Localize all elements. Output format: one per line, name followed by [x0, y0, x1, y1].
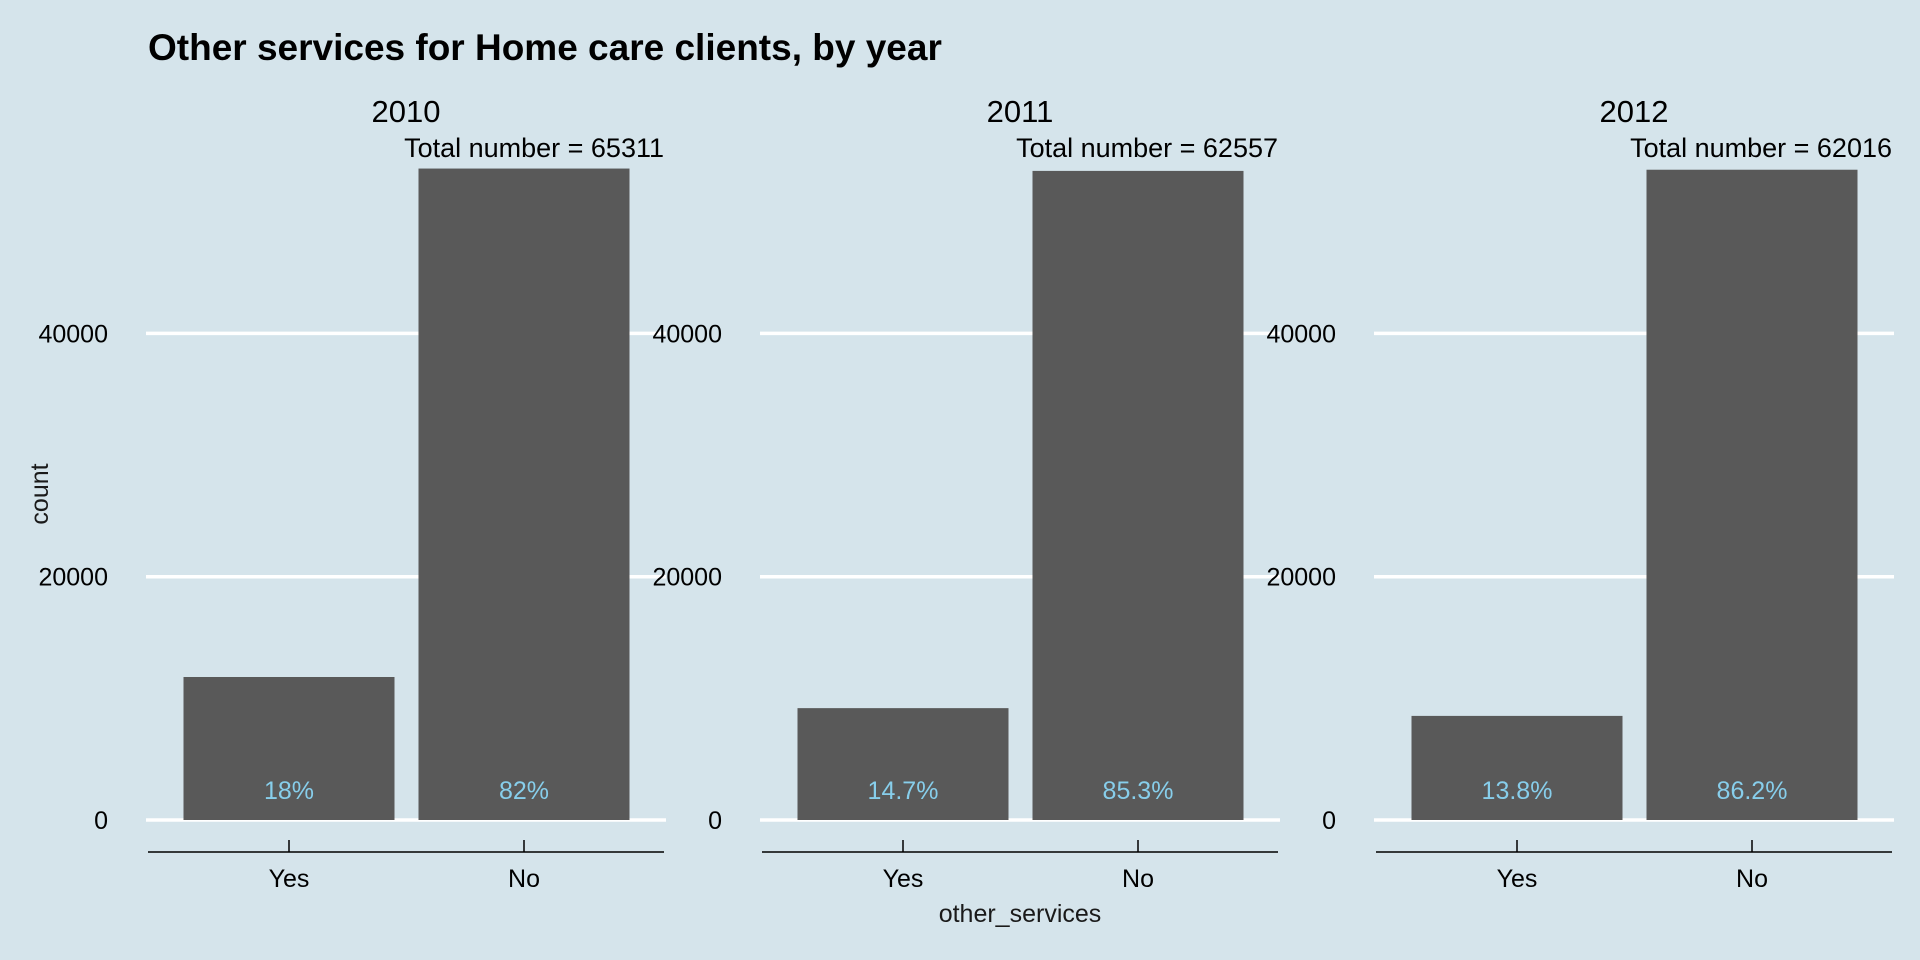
bar-yes: [797, 708, 1009, 820]
x-tick-label: No: [1736, 865, 1768, 893]
x-tick-label: Yes: [883, 865, 924, 893]
y-tick-label: 40000: [1266, 320, 1336, 348]
facet-panels: 0 20000 40000 18% 82% Yes No 2010 Total number =…: [38, 94, 1894, 893]
y-tick-label: 40000: [652, 320, 722, 348]
bar-no: [418, 168, 630, 821]
percent-label: 18%: [264, 777, 314, 805]
facet-panel-2012: 0 20000 40000 13.8% 86.2% Yes No 2012 Total numb…: [1266, 94, 1894, 893]
bar-yes: [1411, 715, 1623, 820]
bar-no: [1646, 169, 1858, 821]
y-tick-label: 0: [1322, 807, 1336, 835]
percent-label: 14.7%: [868, 777, 939, 805]
total-number-label: Total number = 62016: [1630, 133, 1892, 163]
y-tick-label: 20000: [652, 564, 722, 592]
facet-title: 2012: [1600, 94, 1669, 129]
bar-no: [1032, 170, 1244, 821]
bar-yes: [183, 676, 395, 820]
total-number-label: Total number = 65311: [404, 133, 664, 163]
facet-title: 2010: [372, 94, 441, 129]
x-tick-label: Yes: [269, 865, 310, 893]
x-axis-label: other_services: [939, 900, 1102, 928]
x-tick-label: No: [508, 865, 540, 893]
total-number-label: Total number = 62557: [1016, 133, 1278, 163]
facet-panel-2010: 0 20000 40000 18% 82% Yes No 2010 Total number =…: [38, 94, 666, 893]
y-tick-label: 0: [708, 807, 722, 835]
percent-label: 85.3%: [1103, 777, 1174, 805]
x-tick-label: No: [1122, 865, 1154, 893]
percent-label: 86.2%: [1717, 777, 1788, 805]
facet-panel-2011: 0 20000 40000 14.7% 85.3% Yes No 2011 Total numb…: [652, 94, 1280, 893]
x-tick-label: Yes: [1497, 865, 1538, 893]
percent-label: 13.8%: [1482, 777, 1553, 805]
y-axis-label: count: [26, 463, 54, 524]
y-tick-label: 20000: [38, 564, 108, 592]
y-tick-label: 0: [94, 807, 108, 835]
chart-title: Other services for Home care clients, by…: [148, 27, 942, 68]
percent-label: 82%: [499, 777, 549, 805]
y-tick-label: 20000: [1266, 564, 1336, 592]
y-tick-label: 40000: [38, 320, 108, 348]
facet-title: 2011: [987, 94, 1054, 129]
